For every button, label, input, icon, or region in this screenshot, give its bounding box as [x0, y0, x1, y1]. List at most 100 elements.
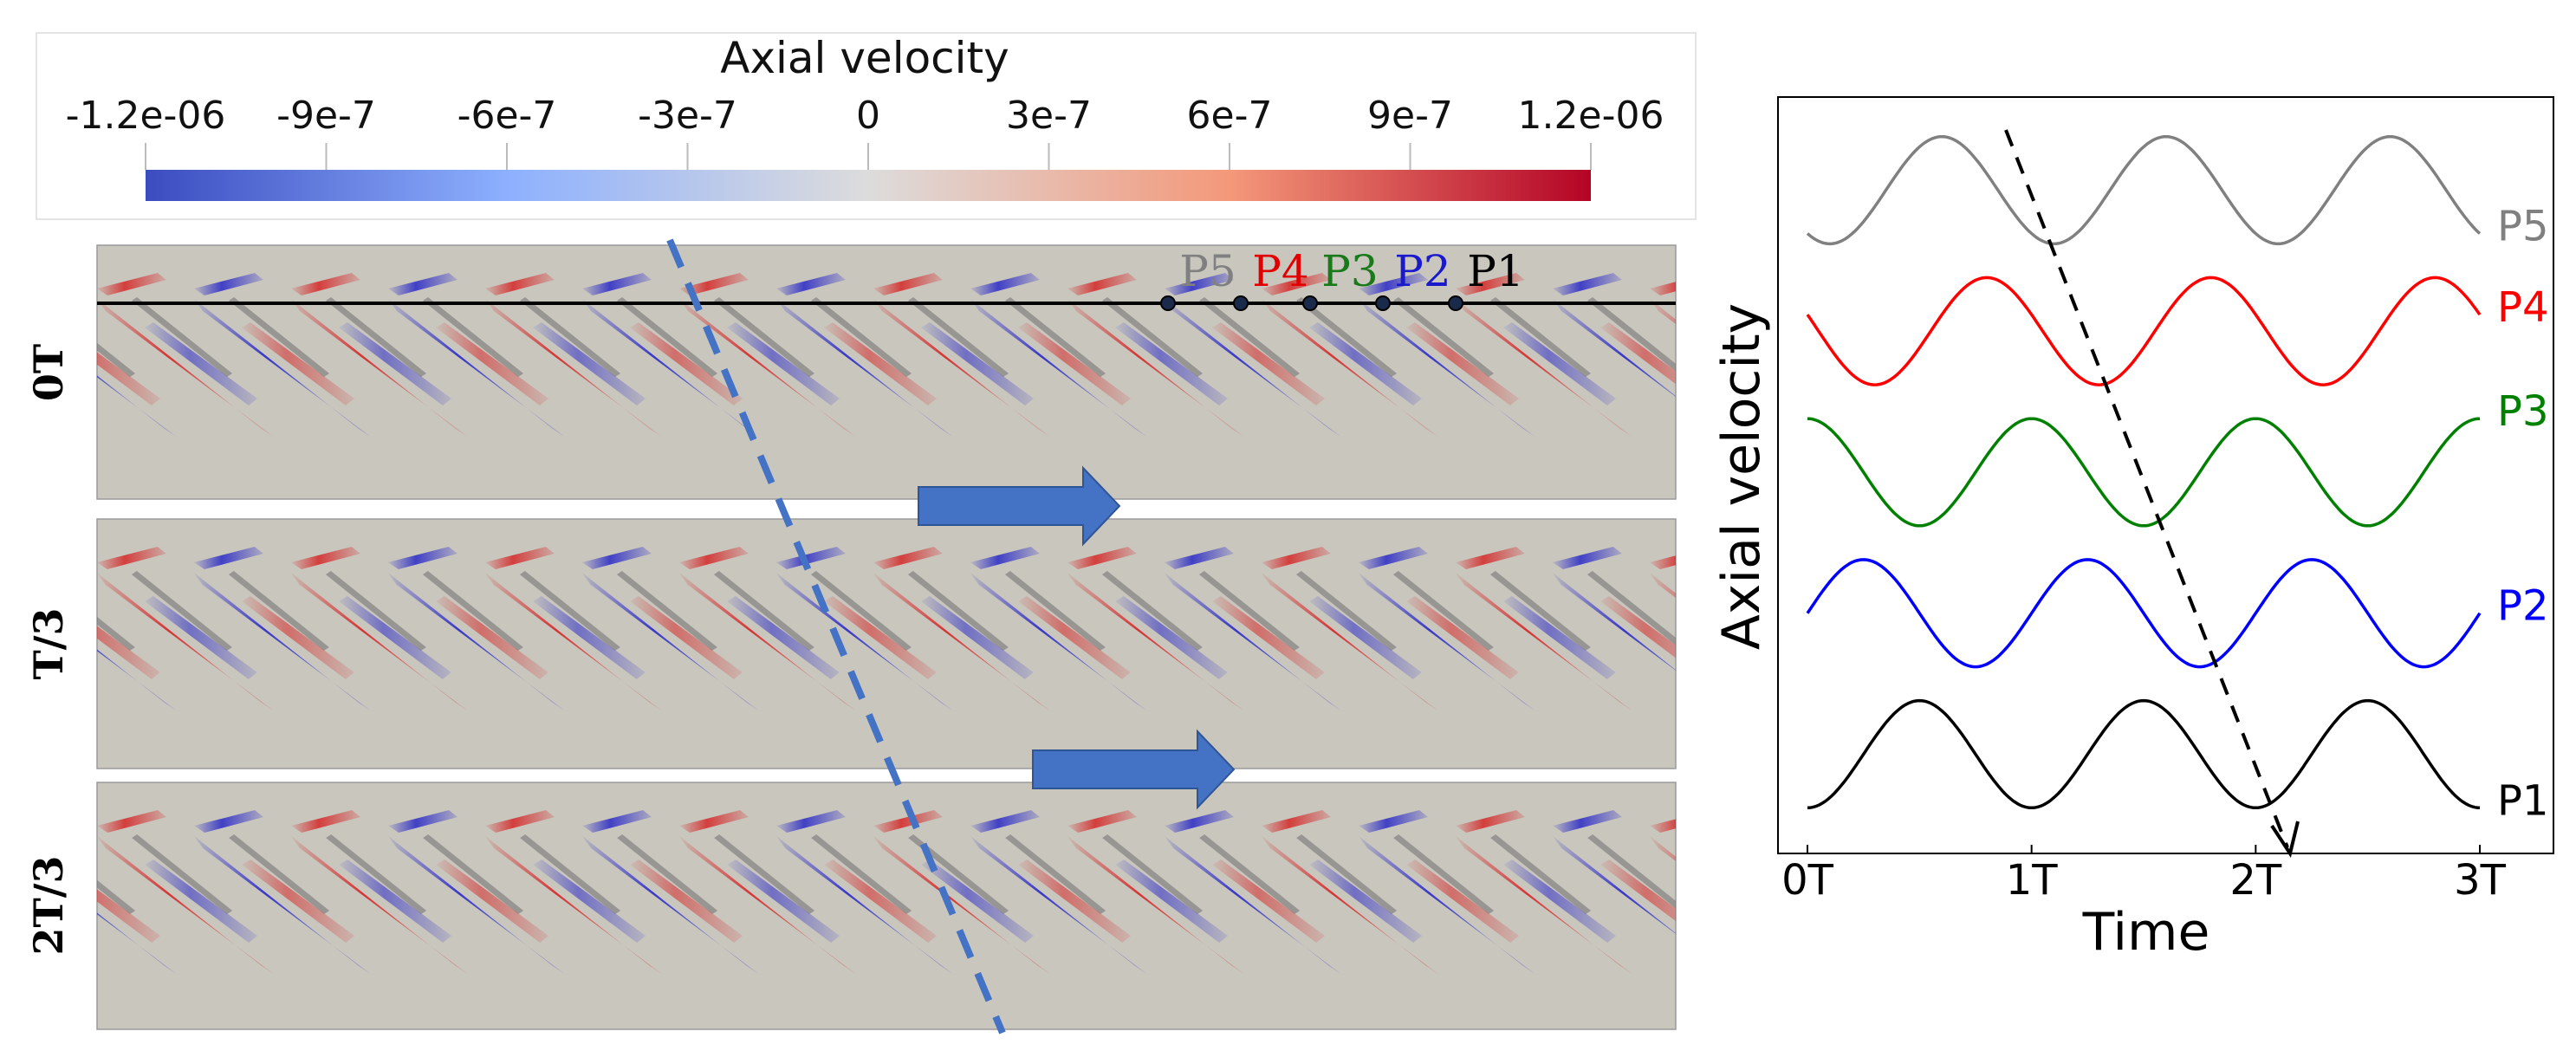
- velocity-streak: [1102, 834, 1204, 914]
- velocity-streak: [1553, 299, 1676, 397]
- velocity-streak: [326, 297, 426, 377]
- x-tick-label: 2T: [2229, 856, 2282, 905]
- probe-point-p4: [1233, 295, 1249, 311]
- velocity-streak: [1649, 555, 1676, 569]
- velocity-streaks-T3: [0, 547, 2216, 711]
- colorbar-tick-label: 3e-7: [1006, 94, 1092, 138]
- velocity-streak: [714, 297, 814, 377]
- velocity-streak: [290, 547, 360, 569]
- colorbar-tick-label: 9e-7: [1367, 94, 1453, 138]
- velocity-streak: [1600, 860, 1676, 922]
- velocity-streak: [241, 596, 354, 679]
- velocity-streak: [970, 547, 1040, 569]
- velocity-streak: [1101, 571, 1203, 651]
- velocity-streak: [1552, 547, 1622, 569]
- velocity-streak: [1844, 573, 2021, 711]
- colorbar-tick-label: 0: [856, 94, 880, 138]
- velocity-streak: [1553, 273, 1622, 295]
- velocity-streak: [713, 571, 814, 651]
- velocity-streak: [193, 547, 263, 569]
- velocity-streak: [1296, 297, 1397, 377]
- velocity-streak: [1067, 547, 1137, 569]
- velocity-streak: [485, 810, 555, 833]
- velocity-streak: [1844, 299, 2021, 438]
- velocity-streak: [2038, 573, 2216, 711]
- velocity-streak: [97, 626, 160, 679]
- velocity-streak: [0, 547, 69, 569]
- velocity-streak: [1650, 836, 1676, 861]
- velocity-streak: [873, 547, 943, 569]
- velocity-streak: [581, 547, 652, 569]
- velocity-streak: [1005, 834, 1106, 914]
- velocity-streak: [1393, 834, 1495, 914]
- velocity-streak: [1198, 571, 1300, 651]
- velocity-streak: [97, 547, 166, 569]
- velocity-streak: [132, 834, 233, 914]
- velocity-streak: [388, 273, 457, 295]
- plot-frame: [1777, 96, 2554, 854]
- velocity-streak: [145, 322, 257, 405]
- x-tick-label: 3T: [2454, 856, 2507, 905]
- velocity-streak: [325, 571, 426, 651]
- velocity-streak: [1490, 834, 1592, 914]
- series-label-p1: P1: [2497, 776, 2548, 825]
- velocity-streak: [1456, 810, 1526, 833]
- probe-point-p2: [1375, 295, 1391, 311]
- velocity-streak: [131, 571, 232, 651]
- velocity-streak: [1406, 860, 1520, 943]
- velocity-streak: [970, 810, 1041, 833]
- velocity-streak: [1891, 596, 2004, 679]
- velocity-streak: [1392, 571, 1494, 651]
- velocity-streak: [908, 834, 1009, 914]
- velocity-streak: [811, 834, 912, 914]
- x-tick-label: 0T: [1781, 856, 1834, 905]
- velocity-streak: [1650, 282, 1676, 295]
- velocity-streak: [229, 297, 329, 377]
- colorbar-tick-label: 6e-7: [1187, 94, 1273, 138]
- velocity-streak: [339, 860, 452, 943]
- velocity-streak: [1747, 573, 1924, 711]
- velocity-streak: [824, 860, 938, 943]
- velocity-streak: [1878, 297, 1979, 377]
- velocity-streak: [1553, 836, 1676, 934]
- velocity-streak: [1359, 810, 1429, 833]
- velocity-streak: [1781, 571, 1882, 651]
- series-lines: [1806, 134, 2482, 810]
- trend-dashed-arrow: [2004, 129, 2289, 848]
- velocity-streak: [97, 810, 167, 833]
- velocity-streak: [1165, 273, 1234, 295]
- velocity-streak: [1405, 596, 1519, 679]
- velocity-streak: [1115, 322, 1228, 405]
- velocity-streak: [908, 297, 1009, 377]
- flow-arrow-2: [1032, 729, 1236, 810]
- velocity-streak: [1114, 596, 1228, 679]
- velocity-streak: [907, 571, 1009, 651]
- velocity-streak: [1004, 571, 1106, 651]
- probe-point-p1: [1448, 295, 1463, 311]
- series-line-p5: [1806, 134, 2482, 246]
- velocity-streak: [388, 810, 458, 833]
- velocity-streak: [1989, 596, 2101, 679]
- velocity-streak: [1005, 297, 1106, 377]
- velocity-streak: [1747, 810, 1816, 833]
- velocity-streak: [519, 571, 620, 651]
- velocity-streak: [1359, 273, 1428, 295]
- velocity-streak: [1502, 596, 1616, 679]
- probe-label-p2: P2: [1394, 246, 1450, 296]
- velocity-streak: [1309, 860, 1423, 943]
- velocity-streak: [339, 322, 451, 405]
- velocity-streak: [1600, 322, 1676, 385]
- velocity-streaks-0T: [97, 273, 2021, 438]
- velocity-streak: [291, 273, 360, 295]
- velocity-streak: [1358, 547, 1428, 569]
- velocity-streak: [1067, 273, 1137, 295]
- velocity-streak: [423, 297, 523, 377]
- velocity-streak: [1747, 836, 1924, 975]
- velocity-streak: [810, 571, 912, 651]
- x-axis-label: Time: [2082, 902, 2210, 963]
- flow-arrow-1: [918, 465, 1121, 547]
- velocity-streak: [678, 547, 749, 569]
- velocity-streak: [1650, 819, 1676, 833]
- series-line-p4: [1806, 276, 2482, 386]
- velocity-streak: [520, 834, 621, 914]
